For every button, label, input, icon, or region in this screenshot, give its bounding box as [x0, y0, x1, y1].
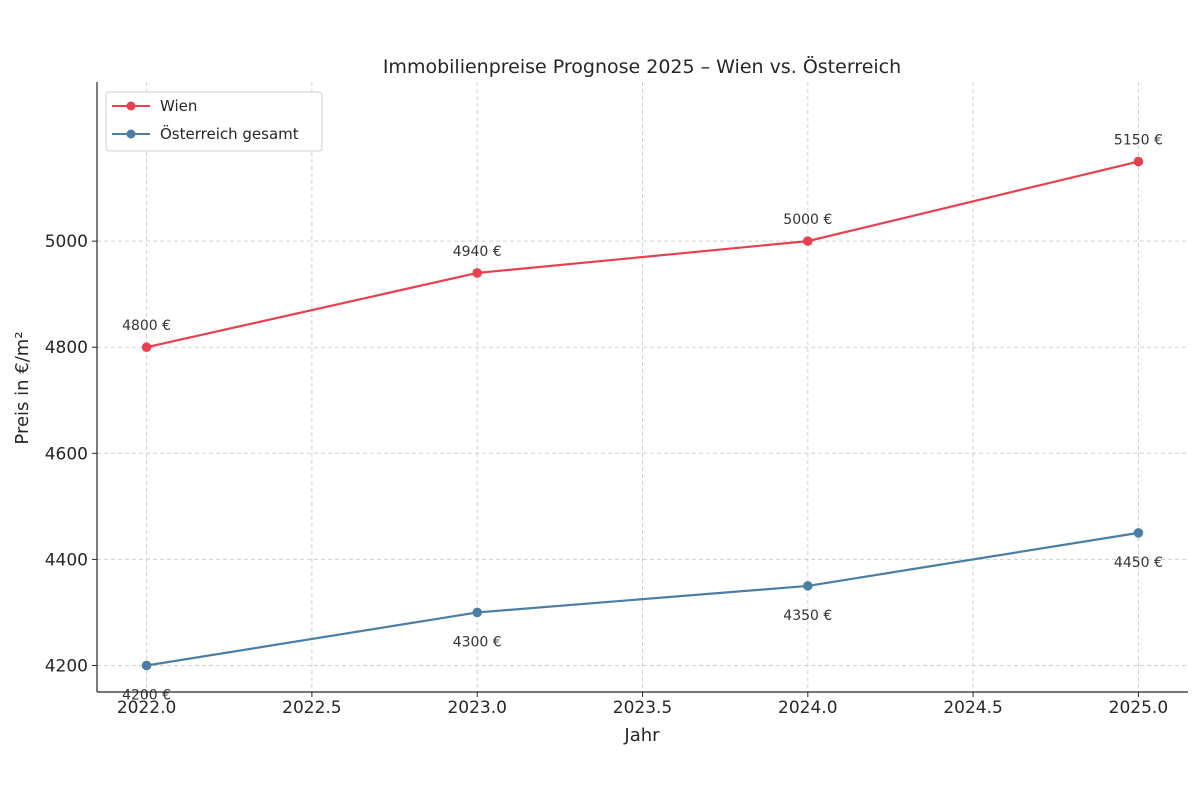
legend: Wien Österreich gesamt [105, 91, 323, 152]
x-tick-label: 2025.0 [1109, 698, 1168, 718]
data-point-wien [472, 268, 482, 278]
x-tick-label: 2024.0 [778, 698, 837, 718]
data-labels: 4800 € 4940 € 5000 € 5150 € 4200 € 4300 € 4350… [122, 133, 1163, 704]
data-label-wien: 5000 € [783, 212, 832, 228]
data-point-wien [141, 342, 152, 353]
y-tick-label: 4200 [45, 656, 88, 676]
grid [97, 82, 1188, 692]
x-tick-label: 2022.0 [117, 698, 176, 718]
legend-box [105, 91, 323, 152]
y-axis-ticks: 4200 4400 4600 4800 5000 [45, 232, 97, 676]
y-tick-label: 4600 [45, 444, 88, 464]
data-label-wien: 4800 € [122, 318, 171, 334]
y-tick-label: 4400 [45, 550, 88, 570]
data-label-oesterreich: 4450 € [1114, 555, 1163, 571]
x-tick-label: 2024.5 [943, 698, 1002, 718]
x-tick-label: 2023.5 [613, 698, 672, 718]
data-point-wien [1133, 156, 1144, 167]
chart-title: Immobilienpreise Prognose 2025 – Wien vs… [383, 55, 901, 78]
y-tick-label: 4800 [45, 338, 88, 358]
legend-marker-oesterreich [126, 129, 136, 139]
x-tick-label: 2023.0 [447, 698, 506, 718]
data-point-oesterreich [1133, 528, 1144, 538]
x-axis-title: Jahr [623, 725, 660, 746]
data-point-oesterreich [472, 607, 482, 618]
data-label-wien: 4940 € [453, 244, 502, 260]
series [141, 156, 1144, 671]
y-tick-label: 5000 [45, 232, 88, 252]
legend-marker-wien [126, 101, 136, 111]
x-axis-ticks: 2022.0 2022.5 2023.0 2023.5 2024.0 2024.5 2025… [117, 692, 1168, 718]
series-line-oesterreich [146, 531, 1139, 667]
data-point-wien [803, 236, 813, 246]
data-point-oesterreich [141, 660, 152, 671]
x-tick-label: 2022.5 [282, 698, 341, 718]
series-line-wien [146, 160, 1139, 349]
data-label-oesterreich: 4200 € [122, 687, 171, 703]
data-point-oesterreich [803, 581, 813, 591]
data-label-wien: 5150 € [1114, 133, 1163, 149]
data-label-oesterreich: 4350 € [783, 608, 832, 624]
y-axis-title: Preis in €/m² [12, 331, 33, 444]
legend-label-wien: Wien [160, 97, 197, 115]
legend-label-oesterreich: Österreich gesamt [160, 124, 299, 143]
data-label-oesterreich: 4300 € [453, 634, 502, 650]
